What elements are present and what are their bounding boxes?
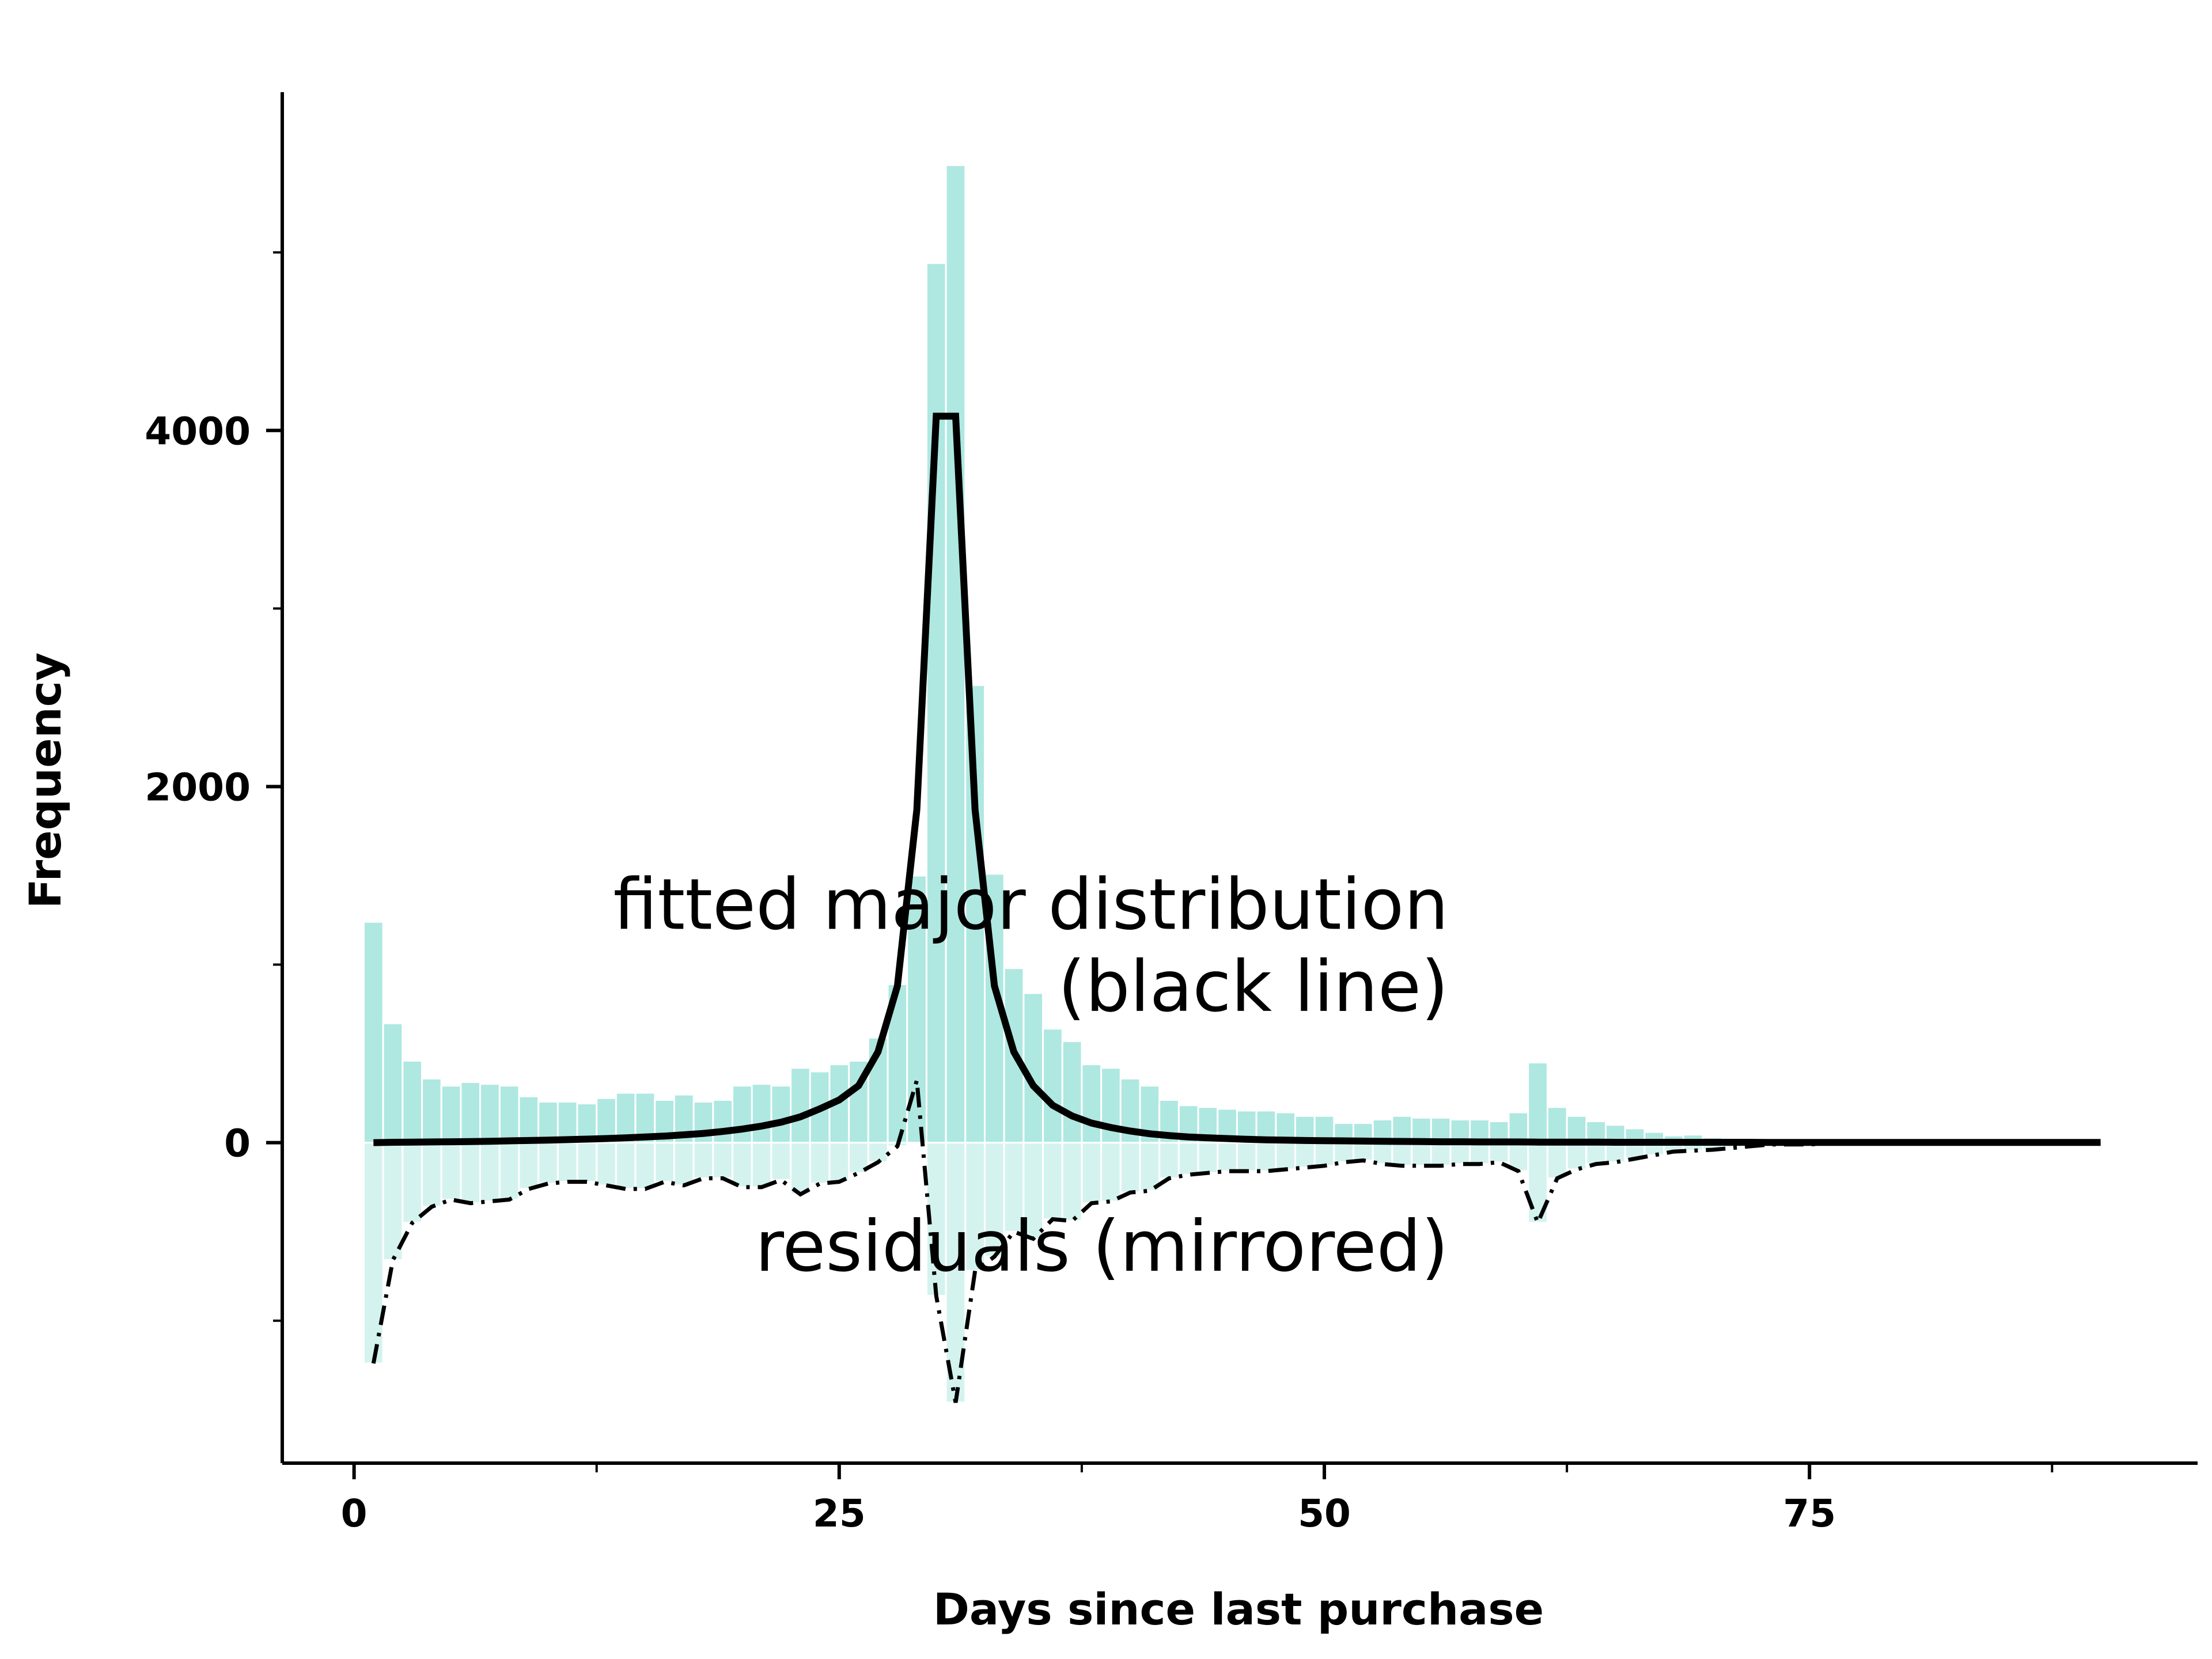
x-axis-title: Days since last purchase bbox=[933, 1584, 1544, 1635]
residual-bar bbox=[518, 1142, 540, 1190]
annotation-fitted-distribution: fitted major distribution bbox=[613, 864, 1449, 946]
histogram-bar bbox=[1527, 1062, 1548, 1144]
histogram-bar bbox=[1508, 1111, 1529, 1144]
residual-bar bbox=[1391, 1142, 1413, 1167]
histogram-bar bbox=[751, 1083, 772, 1144]
y-tick-label: 2000 bbox=[145, 765, 251, 809]
residual-bar bbox=[984, 1142, 1005, 1257]
histogram-bar bbox=[712, 1099, 734, 1144]
residual-bar bbox=[537, 1142, 559, 1185]
residual-bar bbox=[1449, 1142, 1471, 1165]
histogram-bar bbox=[732, 1085, 753, 1144]
residual-bar bbox=[654, 1142, 675, 1183]
residual-bar bbox=[1333, 1142, 1355, 1164]
residual-bar bbox=[479, 1142, 501, 1203]
residual-bar bbox=[1546, 1142, 1568, 1179]
residual-bar bbox=[828, 1142, 850, 1183]
x-tick-label: 50 bbox=[1298, 1491, 1351, 1536]
residual-bar bbox=[1255, 1142, 1277, 1172]
histogram-bar bbox=[498, 1085, 520, 1144]
histogram-bars bbox=[362, 164, 2111, 1144]
residual-bar bbox=[1197, 1142, 1219, 1174]
residual-bar bbox=[732, 1142, 753, 1188]
x-axis-ticks: 0 25 50 75 bbox=[341, 1463, 2054, 1536]
histogram-bar bbox=[770, 1085, 792, 1144]
residual-bar bbox=[1294, 1142, 1316, 1169]
residual-bar bbox=[1236, 1142, 1257, 1172]
histogram-bar bbox=[1546, 1106, 1568, 1144]
residual-bar bbox=[556, 1142, 578, 1183]
residual-bar bbox=[1488, 1142, 1510, 1164]
residual-bar bbox=[1100, 1142, 1122, 1203]
residual-bar bbox=[402, 1142, 423, 1224]
residual-bar bbox=[382, 1142, 404, 1262]
residual-bar bbox=[615, 1142, 637, 1190]
y-axis-title: Frequency bbox=[20, 653, 71, 909]
residual-bar bbox=[1061, 1142, 1083, 1222]
residual-bar bbox=[673, 1142, 695, 1187]
residual-bar bbox=[1469, 1142, 1490, 1165]
residual-bar bbox=[751, 1142, 772, 1188]
annotation-residuals: residuals (mirrored) bbox=[755, 1206, 1449, 1287]
x-tick-label: 0 bbox=[341, 1491, 368, 1536]
residual-bar bbox=[692, 1142, 714, 1179]
histogram-bar bbox=[1081, 1063, 1103, 1144]
histogram-bar bbox=[790, 1067, 811, 1144]
histogram-bar bbox=[362, 921, 384, 1144]
residual-bar bbox=[712, 1142, 734, 1179]
histogram-bar bbox=[460, 1081, 482, 1144]
histogram-bar bbox=[1061, 1040, 1083, 1144]
x-tick-label: 25 bbox=[813, 1491, 866, 1536]
y-tick-label: 0 bbox=[224, 1122, 251, 1166]
residual-bar bbox=[1313, 1142, 1335, 1167]
residual-bar bbox=[1275, 1142, 1297, 1171]
annotation-black-line: (black line) bbox=[1058, 946, 1449, 1028]
histogram-bar bbox=[479, 1083, 501, 1144]
residual-bar bbox=[1585, 1142, 1607, 1165]
x-tick-label: 75 bbox=[1783, 1491, 1836, 1536]
residual-bar bbox=[1353, 1142, 1374, 1162]
residual-bar bbox=[1081, 1142, 1103, 1205]
histogram-bar bbox=[1566, 1115, 1588, 1144]
residual-bar bbox=[1158, 1142, 1180, 1179]
histogram-bar bbox=[518, 1095, 540, 1144]
residual-bar bbox=[1119, 1142, 1141, 1194]
histogram-bar bbox=[945, 164, 967, 1144]
residual-bar bbox=[440, 1142, 462, 1201]
residual-bar bbox=[790, 1142, 811, 1195]
histogram-bar bbox=[402, 1059, 423, 1144]
residual-bar bbox=[498, 1142, 520, 1201]
y-tick-label: 4000 bbox=[145, 409, 251, 453]
residual-bar bbox=[1177, 1142, 1199, 1176]
residual-bar bbox=[1411, 1142, 1432, 1167]
y-axis-ticks: 0 2000 4000 bbox=[145, 251, 282, 1322]
residual-bar bbox=[1566, 1142, 1588, 1171]
histogram-bar bbox=[421, 1077, 442, 1144]
residual-bar bbox=[809, 1142, 831, 1185]
residual-bar bbox=[596, 1142, 617, 1187]
histogram-bar bbox=[382, 1022, 404, 1144]
residual-bar bbox=[634, 1142, 656, 1190]
histogram-bar bbox=[440, 1085, 462, 1144]
residual-bar bbox=[421, 1142, 442, 1208]
residual-bar bbox=[1139, 1142, 1161, 1192]
histogram-bar bbox=[1042, 1028, 1063, 1144]
residual-bar bbox=[1217, 1142, 1238, 1172]
residual-bar bbox=[964, 1142, 986, 1272]
residual-bar bbox=[362, 1142, 384, 1365]
fitted-line bbox=[373, 412, 2101, 1146]
residual-bar bbox=[576, 1142, 598, 1183]
histogram-bar bbox=[925, 262, 947, 1144]
residual-bar bbox=[867, 1142, 889, 1164]
residual-bar bbox=[460, 1142, 482, 1205]
histogram-bar bbox=[537, 1101, 559, 1144]
residual-bar bbox=[770, 1142, 792, 1181]
residual-bar bbox=[1430, 1142, 1452, 1167]
